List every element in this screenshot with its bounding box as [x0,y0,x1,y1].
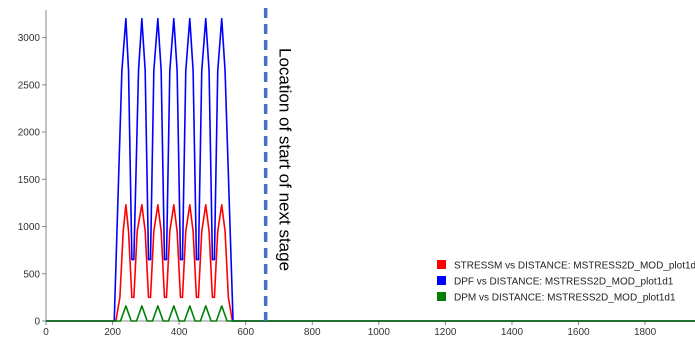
legend-label-3: DPM vs DISTANCE: MSTRESS2D_MOD_plot1d1 [454,293,676,304]
legend-swatch-1 [437,260,446,269]
x-tick-label: 600 [237,327,254,337]
series-layer [46,17,695,322]
x-tick-label: 200 [104,327,121,337]
legend-swatch-2 [437,276,446,285]
y-tick-label: 500 [23,269,40,280]
y-axis: 0 500 1000 1500 2000 2500 3000 [18,10,47,328]
x-tick-label: 1600 [567,327,590,337]
next-stage-annotation-label: Location of start of next stage [276,48,295,271]
y-tick-label: 1500 [18,175,41,186]
x-tick-label: 0 [43,327,49,337]
legend-label-1: STRESSM vs DISTANCE: MSTRESS2D_MOD_plot1… [454,261,695,272]
series-line-1 [46,204,695,322]
x-tick-label: 800 [304,327,321,337]
y-tick-label: 2000 [18,128,41,139]
x-tick-label: 1200 [434,327,457,337]
x-axis: 0 200 400 600 800 1000 1200 1400 1600 1800 [43,320,695,337]
x-tick-label: 400 [171,327,188,337]
y-tick-label: 3000 [18,33,41,44]
annotation: Location of start of next stage [263,8,295,321]
series-line-2 [46,17,695,322]
legend-label-2: DPF vs DISTANCE: MSTRESS2D_MOD_plot1d1 [454,277,674,288]
legend-swatch-3 [437,292,446,301]
x-tick-label: 1800 [634,327,657,337]
y-tick-label: 2500 [18,80,41,91]
x-tick-label: 1000 [368,327,391,337]
legend: STRESSM vs DISTANCE: MSTRESS2D_MOD_plot1… [437,260,695,304]
series-line-3 [46,305,695,322]
x-tick-label: 1400 [501,327,524,337]
y-tick-label: 0 [34,317,40,328]
y-tick-label: 1000 [18,222,41,233]
